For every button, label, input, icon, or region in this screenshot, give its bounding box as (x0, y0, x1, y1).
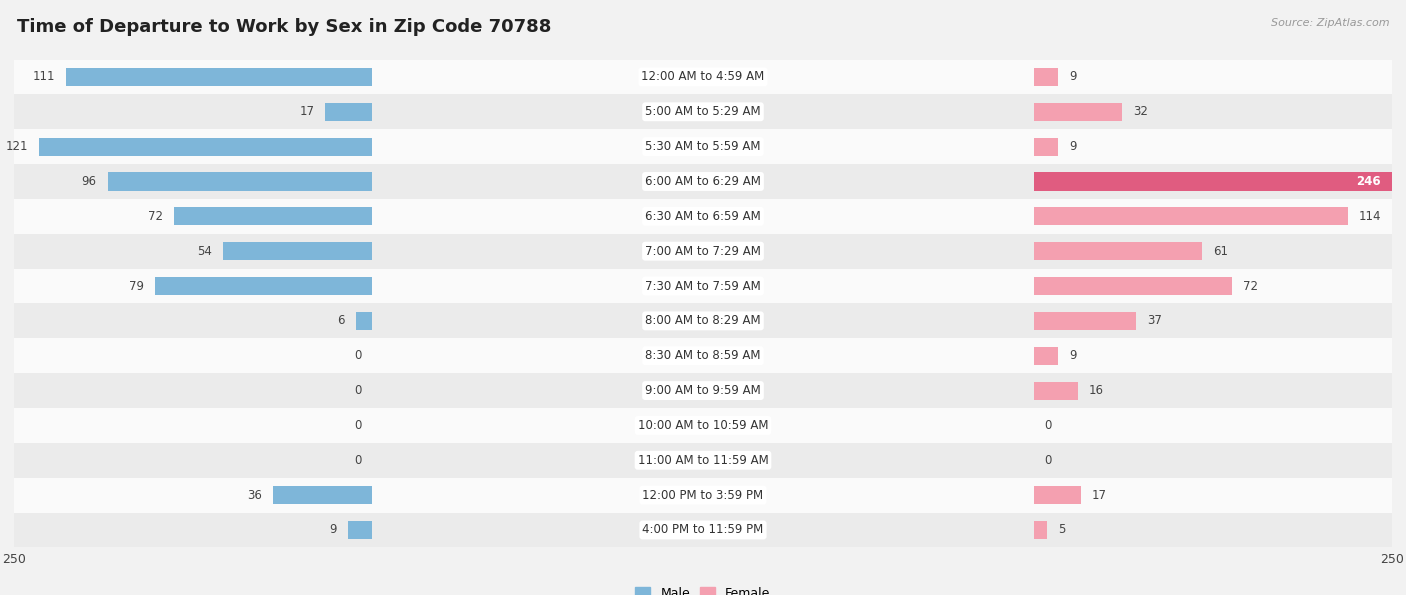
Text: 6: 6 (337, 314, 344, 327)
Text: 10:00 AM to 10:59 AM: 10:00 AM to 10:59 AM (638, 419, 768, 432)
Text: 17: 17 (1091, 488, 1107, 502)
Bar (155, 277, 373, 295)
Bar (14, 60, 1392, 95)
Text: 72: 72 (1243, 280, 1258, 293)
Text: 17: 17 (299, 105, 315, 118)
Bar (347, 521, 373, 539)
Bar (14, 268, 1392, 303)
Text: 111: 111 (32, 70, 55, 83)
Text: 37: 37 (1147, 314, 1161, 327)
Text: 246: 246 (1357, 175, 1381, 188)
Text: 72: 72 (148, 210, 163, 223)
Bar (14, 373, 1392, 408)
Text: Time of Departure to Work by Sex in Zip Code 70788: Time of Departure to Work by Sex in Zip … (17, 18, 551, 36)
Bar (14, 199, 1392, 234)
Bar (356, 312, 373, 330)
Bar (108, 173, 373, 190)
Bar (14, 408, 1392, 443)
Text: 6:00 AM to 6:29 AM: 6:00 AM to 6:29 AM (645, 175, 761, 188)
Text: 54: 54 (198, 245, 212, 258)
Bar (1033, 347, 1059, 365)
Text: 0: 0 (1045, 454, 1052, 466)
Bar (1033, 207, 1348, 226)
Bar (14, 443, 1392, 478)
Text: 16: 16 (1088, 384, 1104, 397)
Bar (1033, 68, 1059, 86)
Legend: Male, Female: Male, Female (630, 581, 776, 595)
Text: 36: 36 (247, 488, 262, 502)
Bar (1033, 137, 1059, 156)
Text: 121: 121 (6, 140, 28, 153)
Bar (14, 164, 1392, 199)
Bar (14, 234, 1392, 268)
Text: 12:00 PM to 3:59 PM: 12:00 PM to 3:59 PM (643, 488, 763, 502)
Bar (224, 242, 373, 260)
Text: 0: 0 (354, 349, 361, 362)
Bar (1033, 312, 1136, 330)
Text: 96: 96 (82, 175, 97, 188)
Bar (1033, 521, 1047, 539)
Bar (14, 95, 1392, 129)
Text: 5: 5 (1059, 524, 1066, 537)
Text: 8:00 AM to 8:29 AM: 8:00 AM to 8:29 AM (645, 314, 761, 327)
Bar (174, 207, 373, 226)
Text: 9: 9 (329, 524, 336, 537)
Text: 9:00 AM to 9:59 AM: 9:00 AM to 9:59 AM (645, 384, 761, 397)
Bar (325, 103, 373, 121)
Text: 0: 0 (354, 384, 361, 397)
Text: 0: 0 (354, 454, 361, 466)
Bar (39, 137, 373, 156)
Text: 114: 114 (1358, 210, 1381, 223)
Bar (1033, 242, 1202, 260)
Text: 32: 32 (1133, 105, 1147, 118)
Text: 9: 9 (1070, 349, 1077, 362)
Text: 8:30 AM to 8:59 AM: 8:30 AM to 8:59 AM (645, 349, 761, 362)
Bar (14, 512, 1392, 547)
Text: 0: 0 (1045, 419, 1052, 432)
Text: 9: 9 (1070, 70, 1077, 83)
Text: 7:30 AM to 7:59 AM: 7:30 AM to 7:59 AM (645, 280, 761, 293)
Bar (14, 303, 1392, 339)
Text: 0: 0 (354, 419, 361, 432)
Bar (1033, 486, 1081, 504)
Bar (14, 478, 1392, 512)
Text: 4:00 PM to 11:59 PM: 4:00 PM to 11:59 PM (643, 524, 763, 537)
Text: Source: ZipAtlas.com: Source: ZipAtlas.com (1271, 18, 1389, 28)
Text: 12:00 AM to 4:59 AM: 12:00 AM to 4:59 AM (641, 70, 765, 83)
Bar (1033, 103, 1122, 121)
Text: 6:30 AM to 6:59 AM: 6:30 AM to 6:59 AM (645, 210, 761, 223)
Bar (1033, 381, 1078, 400)
Bar (14, 129, 1392, 164)
Text: 5:00 AM to 5:29 AM: 5:00 AM to 5:29 AM (645, 105, 761, 118)
Text: 5:30 AM to 5:59 AM: 5:30 AM to 5:59 AM (645, 140, 761, 153)
Text: 11:00 AM to 11:59 AM: 11:00 AM to 11:59 AM (638, 454, 768, 466)
Text: 9: 9 (1070, 140, 1077, 153)
Bar (273, 486, 373, 504)
Bar (14, 339, 1392, 373)
Bar (66, 68, 373, 86)
Bar (1033, 173, 1406, 190)
Bar (1033, 277, 1232, 295)
Text: 79: 79 (128, 280, 143, 293)
Text: 61: 61 (1213, 245, 1227, 258)
Text: 7:00 AM to 7:29 AM: 7:00 AM to 7:29 AM (645, 245, 761, 258)
